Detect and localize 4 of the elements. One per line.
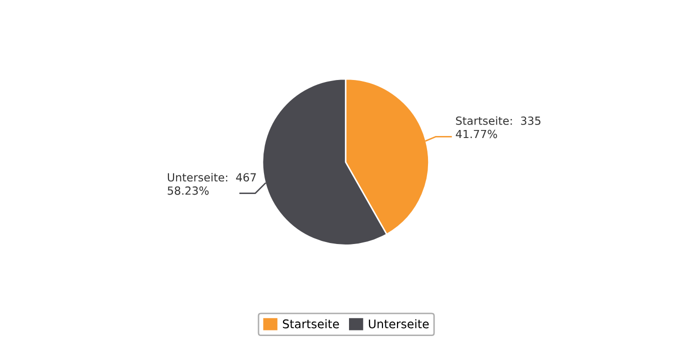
data-label: Unterseite: 467 58.23% bbox=[168, 172, 256, 195]
data-label: Startseite: 335 41.77% bbox=[456, 116, 540, 138]
legend-label: Startseite bbox=[282, 319, 339, 328]
legend-label: Unterseite bbox=[368, 319, 429, 328]
